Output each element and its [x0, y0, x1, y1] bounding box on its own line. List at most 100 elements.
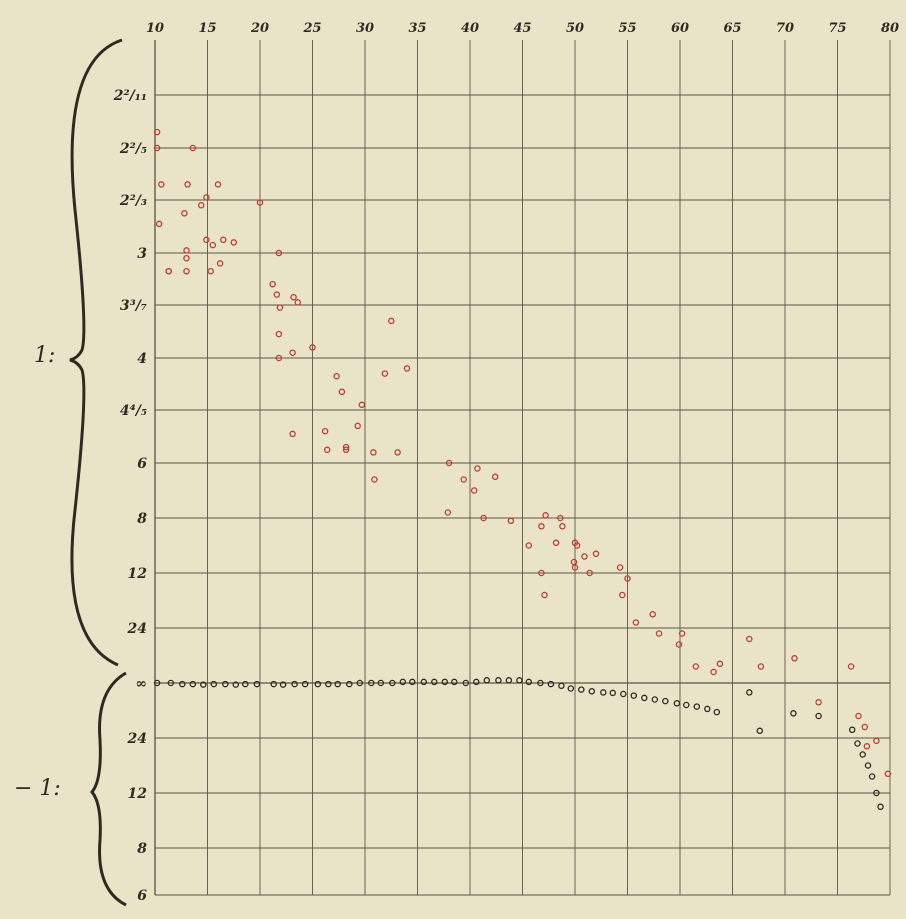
point-red	[649, 611, 656, 618]
point-red	[861, 723, 869, 731]
point-black	[558, 682, 565, 690]
point-black	[420, 678, 428, 686]
point-black	[242, 680, 249, 688]
y-tick-label: 6	[137, 888, 147, 904]
point-red	[158, 181, 165, 188]
point-red	[370, 449, 377, 456]
y-tick-label: 8	[137, 841, 147, 857]
point-red	[525, 542, 533, 549]
point-red	[847, 663, 855, 670]
point-red	[616, 564, 624, 571]
point-red	[716, 660, 724, 668]
point-red	[445, 459, 453, 467]
y-tick-label: 4⁴/₅	[120, 403, 147, 419]
point-red	[624, 575, 631, 582]
point-black	[167, 679, 175, 687]
point-red	[309, 344, 316, 351]
point-black	[377, 679, 385, 687]
point-black	[222, 680, 229, 688]
y-tick-label: 3³/₇	[120, 298, 147, 314]
point-red	[230, 239, 238, 246]
point-black	[301, 680, 309, 688]
y-tick-label: 2²/₅	[119, 141, 147, 157]
point-black	[189, 680, 197, 688]
point-red	[189, 144, 197, 152]
point-red	[371, 476, 378, 483]
point-red	[155, 220, 163, 228]
point-red	[183, 247, 190, 254]
point-red	[342, 446, 350, 454]
y-tick-label: ∞	[135, 676, 147, 692]
point-red	[394, 449, 401, 456]
x-tick-label: 20	[250, 21, 269, 36]
x-tick-label: 40	[461, 21, 479, 36]
point-black	[662, 697, 669, 705]
point-black	[389, 679, 396, 687]
point-red	[655, 630, 663, 637]
point-red	[791, 655, 798, 662]
point-black	[516, 677, 523, 684]
point-red	[757, 663, 765, 670]
point-black	[495, 677, 502, 684]
point-black	[525, 678, 533, 686]
point-red	[570, 558, 578, 566]
point-black	[270, 680, 277, 688]
point-red	[207, 267, 214, 275]
y-tick-label: 2²/₁₁	[113, 88, 147, 104]
point-red	[559, 523, 566, 530]
point-black	[651, 696, 659, 703]
point-red	[507, 517, 515, 525]
point-black	[210, 680, 218, 688]
point-red	[815, 699, 822, 706]
point-red	[220, 236, 227, 244]
point-black	[179, 680, 186, 688]
point-red	[273, 291, 281, 298]
point-red	[592, 550, 600, 558]
point-red	[542, 512, 549, 519]
point-black	[588, 688, 596, 695]
point-black	[399, 678, 407, 686]
point-black	[641, 694, 648, 702]
point-black	[630, 692, 638, 699]
point-red	[209, 241, 217, 249]
point-red	[289, 349, 296, 356]
group-label-lower: − 1:	[14, 776, 61, 801]
y-tick-label: 4	[137, 351, 147, 367]
x-tick-label: 65	[723, 21, 741, 36]
group-label-upper: 1:	[34, 343, 55, 368]
point-red	[203, 236, 210, 244]
point-red	[746, 635, 753, 643]
point-black	[693, 703, 701, 710]
point-red	[586, 569, 593, 577]
point-red	[855, 712, 862, 720]
point-black	[600, 689, 607, 696]
point-black	[868, 773, 876, 780]
point-red	[873, 737, 880, 745]
point-red	[692, 663, 700, 670]
point-black	[334, 680, 341, 688]
point-black	[537, 679, 544, 687]
tick-labels: 10 15 20 25 30 35 40 45 50 55 60 65 70 75 80 2²/₁₁ 2²/₅ 2…	[113, 21, 899, 904]
data-points	[153, 128, 892, 811]
y-tick-label: 12	[128, 566, 148, 582]
point-red	[323, 446, 331, 454]
point-red	[275, 249, 283, 257]
point-black	[314, 680, 322, 688]
group-braces	[69, 38, 127, 907]
point-black	[704, 705, 711, 713]
y-tick-label: 3	[137, 246, 147, 262]
point-red	[183, 254, 190, 262]
point-red	[203, 194, 210, 201]
brace-upper	[69, 38, 123, 667]
point-black	[567, 685, 575, 692]
point-red	[538, 523, 545, 530]
point-red	[214, 181, 222, 188]
point-red	[276, 304, 284, 311]
point-black	[848, 726, 856, 734]
point-red	[342, 443, 350, 451]
x-tick-label: 50	[566, 21, 584, 36]
y-tick-label: 24	[127, 731, 147, 747]
x-tick-label: 80	[881, 21, 899, 36]
point-black	[431, 678, 438, 686]
x-tick-label: 45	[513, 21, 531, 36]
